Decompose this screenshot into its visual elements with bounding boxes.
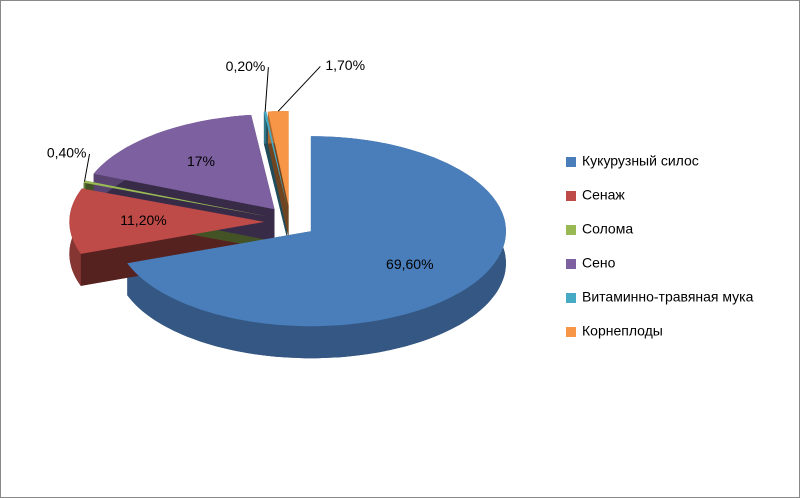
legend-label: Кукурузный силос bbox=[582, 153, 699, 169]
slice-rim bbox=[263, 111, 267, 144]
pie-slice bbox=[83, 180, 267, 217]
data-label: 0,40% bbox=[47, 145, 87, 161]
legend-swatch bbox=[566, 191, 576, 201]
data-label: 69,60% bbox=[386, 256, 433, 272]
leader-line bbox=[277, 66, 321, 112]
pie-slice bbox=[267, 111, 289, 206]
legend-swatch bbox=[566, 293, 576, 303]
pie-slice bbox=[263, 111, 288, 207]
data-label: 11,20% bbox=[120, 212, 166, 228]
legend-label: Корнеплоды bbox=[582, 323, 663, 339]
legend-swatch bbox=[566, 157, 576, 167]
pie-slice bbox=[69, 188, 265, 254]
legend-label: Сено bbox=[582, 255, 616, 271]
legend-label: Сенаж bbox=[582, 187, 625, 203]
leader-line bbox=[264, 67, 269, 112]
pie-slice bbox=[127, 136, 506, 327]
legend-swatch bbox=[566, 225, 576, 235]
leader-line bbox=[83, 153, 91, 182]
data-label: 0,20% bbox=[226, 58, 266, 74]
legend-label: Солома bbox=[582, 221, 633, 237]
legend-label: Витаминно-травяная мука bbox=[582, 289, 754, 305]
pie-slice bbox=[93, 115, 275, 210]
legend-swatch bbox=[566, 259, 576, 269]
legend-swatch bbox=[566, 327, 576, 337]
data-label: 17% bbox=[187, 153, 215, 169]
data-label: 1,70% bbox=[325, 57, 365, 73]
